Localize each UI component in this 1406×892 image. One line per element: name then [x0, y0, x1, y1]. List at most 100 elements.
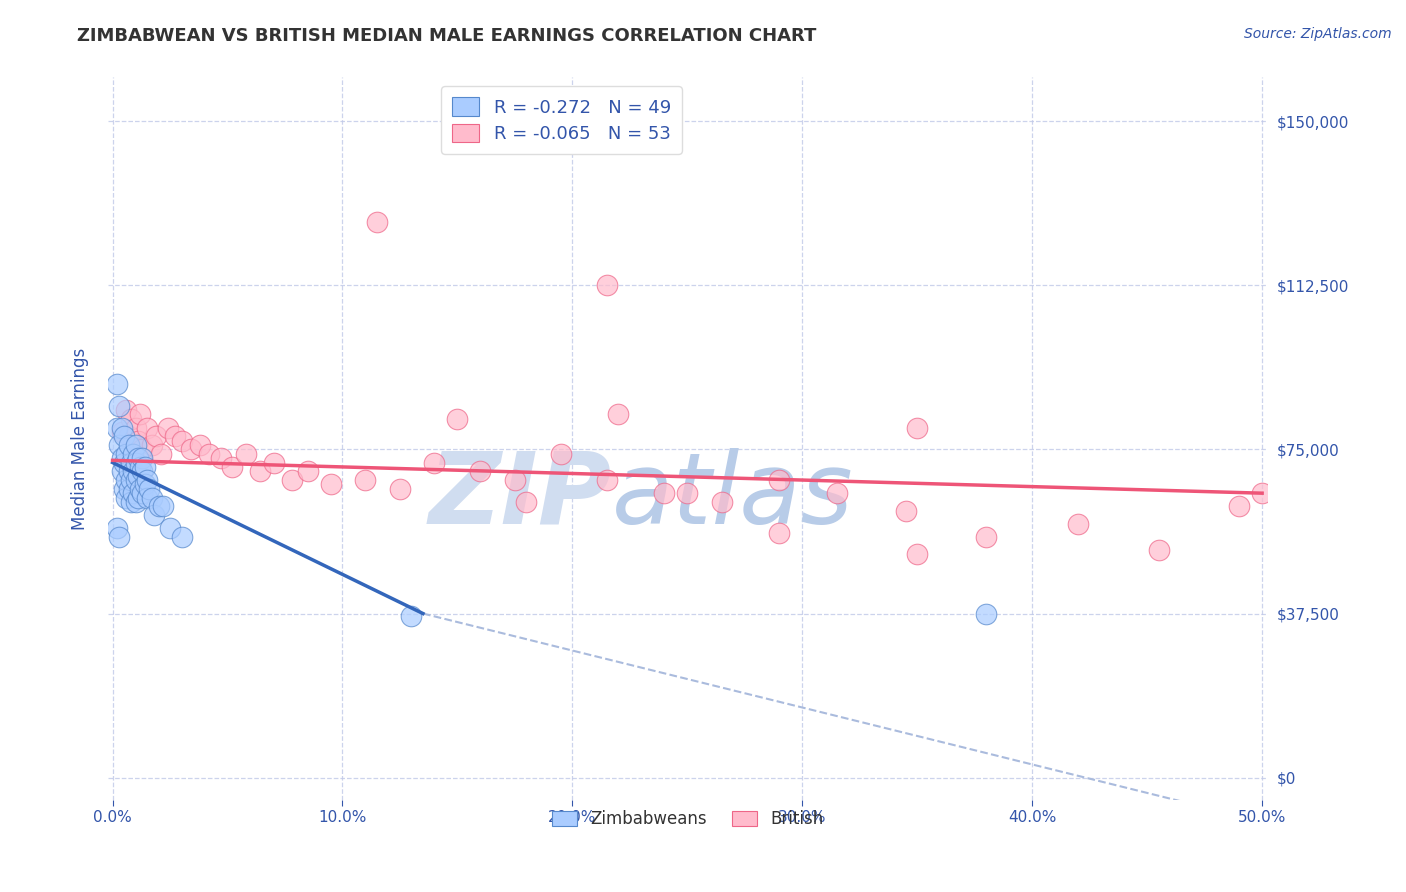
- Point: [1147, 543, 1170, 558]
- Point: [607, 408, 630, 422]
- Point: [111, 451, 134, 466]
- Point: [112, 482, 135, 496]
- Point: [170, 434, 193, 448]
- Point: [127, 451, 149, 466]
- Point: [188, 438, 211, 452]
- Point: [676, 486, 699, 500]
- Point: [131, 451, 153, 466]
- Point: [654, 486, 676, 500]
- Point: [297, 464, 319, 478]
- Point: [131, 442, 153, 457]
- Point: [263, 456, 285, 470]
- Point: [118, 429, 141, 443]
- Point: [281, 473, 304, 487]
- Point: [156, 420, 179, 434]
- Point: [170, 530, 193, 544]
- Point: [127, 434, 149, 448]
- Point: [136, 473, 159, 487]
- Point: [120, 473, 142, 487]
- Point: [115, 491, 138, 505]
- Point: [148, 500, 170, 514]
- Point: [115, 473, 138, 487]
- Point: [423, 456, 446, 470]
- Point: [129, 408, 152, 422]
- Point: [108, 530, 131, 544]
- Point: [550, 447, 572, 461]
- Point: [596, 473, 619, 487]
- Point: [825, 486, 848, 500]
- Point: [131, 486, 153, 500]
- Point: [108, 438, 131, 452]
- Point: [111, 425, 134, 439]
- Point: [159, 521, 181, 535]
- Point: [894, 504, 917, 518]
- Point: [141, 438, 163, 452]
- Point: [143, 508, 166, 522]
- Point: [115, 447, 138, 461]
- Point: [111, 464, 134, 478]
- Point: [134, 459, 156, 474]
- Point: [221, 459, 243, 474]
- Point: [446, 411, 468, 425]
- Point: [141, 491, 163, 505]
- Point: [124, 438, 146, 452]
- Point: [112, 429, 135, 443]
- Point: [249, 464, 271, 478]
- Point: [127, 491, 149, 505]
- Point: [180, 442, 202, 457]
- Point: [118, 438, 141, 452]
- Text: atlas: atlas: [612, 448, 853, 545]
- Point: [124, 456, 146, 470]
- Point: [124, 473, 146, 487]
- Point: [1251, 486, 1274, 500]
- Point: [388, 482, 411, 496]
- Point: [136, 491, 159, 505]
- Point: [905, 548, 928, 562]
- Point: [105, 376, 128, 391]
- Point: [319, 477, 342, 491]
- Point: [768, 473, 790, 487]
- Point: [138, 482, 160, 496]
- Point: [124, 495, 146, 509]
- Point: [163, 429, 186, 443]
- Point: [136, 420, 159, 434]
- Point: [120, 495, 142, 509]
- Point: [768, 525, 790, 540]
- Point: [111, 420, 134, 434]
- Point: [209, 451, 232, 466]
- Point: [122, 486, 145, 500]
- Point: [366, 215, 388, 229]
- Point: [122, 464, 145, 478]
- Text: ZIMBABWEAN VS BRITISH MEDIAN MALE EARNINGS CORRELATION CHART: ZIMBABWEAN VS BRITISH MEDIAN MALE EARNIN…: [77, 27, 817, 45]
- Point: [198, 447, 221, 461]
- Point: [112, 456, 135, 470]
- Point: [105, 420, 128, 434]
- Text: Source: ZipAtlas.com: Source: ZipAtlas.com: [1244, 27, 1392, 41]
- Point: [152, 500, 174, 514]
- Point: [134, 477, 156, 491]
- Point: [124, 420, 146, 434]
- Point: [131, 464, 153, 478]
- Point: [354, 473, 377, 487]
- Point: [129, 482, 152, 496]
- Point: [105, 521, 128, 535]
- Point: [122, 438, 145, 452]
- Point: [129, 459, 152, 474]
- Point: [974, 607, 997, 621]
- Point: [118, 464, 141, 478]
- Point: [596, 278, 619, 293]
- Point: [108, 399, 131, 413]
- Point: [120, 456, 142, 470]
- Legend: Zimbabweans, British: Zimbabweans, British: [546, 803, 830, 835]
- Point: [974, 530, 997, 544]
- Point: [127, 468, 149, 483]
- Point: [122, 447, 145, 461]
- Point: [115, 403, 138, 417]
- Point: [1227, 500, 1250, 514]
- Point: [235, 447, 257, 461]
- Point: [905, 420, 928, 434]
- Point: [401, 608, 423, 623]
- Text: ZIP: ZIP: [429, 448, 612, 545]
- Point: [118, 482, 141, 496]
- Point: [145, 429, 167, 443]
